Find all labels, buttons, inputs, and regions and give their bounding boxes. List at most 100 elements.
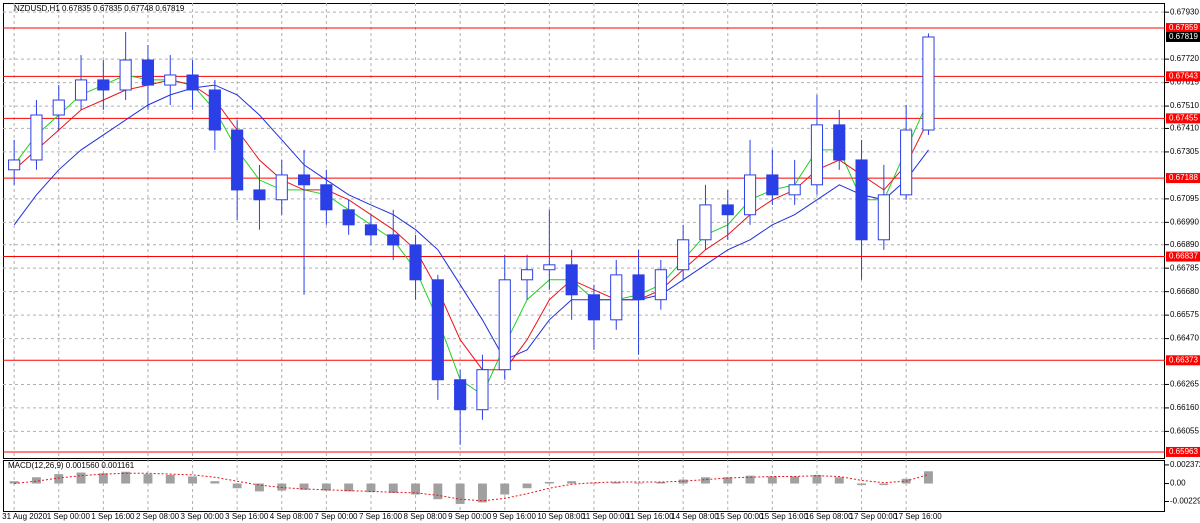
candle-body: [320, 184, 333, 211]
x-tick-label: 11 Sep 16:00: [627, 512, 675, 521]
y-tick-label: 0.002372: [1170, 460, 1200, 469]
x-tick-label: 7 Sep 16:00: [359, 512, 403, 521]
main-panel-frame: [3, 3, 1165, 459]
y-tick-label: 0.00: [1170, 479, 1186, 488]
macd-bar: [98, 473, 108, 484]
macd-bar: [700, 477, 710, 484]
price-level-tag: [1166, 251, 1200, 262]
x-tick-label: 10 Sep 08:00: [537, 512, 585, 521]
candle-body: [364, 224, 378, 236]
candle-body: [342, 209, 355, 226]
current-price-label: 0.67819: [1169, 32, 1198, 41]
macd-bar: [210, 481, 220, 484]
mark-layer: [3, 27, 1165, 504]
price-level-tag: [1166, 71, 1200, 82]
x-tick-label: 7 Sep 00:00: [314, 512, 358, 521]
y-tick-label: 0.67930: [1170, 7, 1199, 16]
candle-body: [52, 99, 65, 116]
price-level-label: 0.67643: [1169, 71, 1198, 80]
macd-bar: [76, 472, 86, 484]
macd-bar: [834, 477, 844, 484]
candle-body: [654, 269, 667, 301]
macd-bar: [188, 476, 198, 484]
macd-bar: [500, 483, 510, 495]
x-tick-label: 14 Sep 08:00: [671, 512, 719, 521]
candle-body: [543, 264, 556, 271]
macd-title: MACD(12,26,9) 0.001560 0.001161: [8, 461, 135, 470]
macd-bar: [611, 481, 621, 484]
macd-bar: [121, 471, 131, 484]
candle-body: [810, 124, 824, 186]
candle-body: [788, 184, 801, 196]
macd-bar: [254, 483, 264, 492]
candle-body: [30, 114, 43, 161]
x-tick-label: 15 Sep 16:00: [760, 512, 808, 521]
candle-body: [253, 189, 266, 201]
candle-body: [766, 174, 779, 196]
price-level-tag: [1166, 23, 1200, 34]
candle-body: [476, 369, 489, 411]
macd-bar: [567, 481, 577, 484]
y-tick-label: 0.66265: [1170, 380, 1199, 389]
candle-body: [632, 274, 645, 301]
macd-bar: [143, 474, 153, 484]
macd-bar: [767, 476, 777, 484]
x-tick-label: 17 Sep 16:00: [894, 512, 942, 521]
candle-body: [922, 36, 935, 131]
moving-average: [13, 84, 929, 361]
candle-body: [877, 194, 890, 241]
current-price-tag: [1166, 31, 1200, 42]
macd-bar: [388, 483, 398, 493]
x-tick-label: 2 Sep 08:00: [136, 512, 180, 521]
candle-body: [743, 174, 757, 216]
candle-body: [431, 279, 444, 381]
price-level-tag: [1166, 355, 1200, 366]
candle-body: [721, 204, 734, 216]
macd-bar: [923, 471, 933, 484]
x-tick-label: 4 Sep 08:00: [270, 512, 314, 521]
macd-bar: [54, 474, 64, 484]
y-tick-label: 0.67615: [1170, 78, 1199, 87]
y-tick-label: 0.67720: [1170, 54, 1199, 63]
candle-body: [8, 159, 21, 171]
macd-bar: [366, 483, 376, 493]
y-tick-label: 0.66575: [1170, 310, 1199, 319]
macd-bar: [879, 483, 889, 486]
macd-bar: [31, 477, 41, 484]
x-tick-label: 17 Sep 00:00: [850, 512, 898, 521]
macd-bar: [299, 483, 309, 490]
candle-body: [699, 204, 712, 241]
candle-body: [141, 59, 155, 86]
price-level-label: 0.67859: [1169, 23, 1198, 32]
macd-bar: [344, 483, 354, 492]
x-tick-label: 16 Sep 08:00: [805, 512, 853, 521]
x-tick-label: 3 Sep 16:00: [225, 512, 269, 521]
label-layer: 0.67930 0.67720 0.67615 0.67510 0.67410 0.673…: [2, 7, 1200, 521]
macd-bar: [321, 483, 331, 491]
candle-body: [387, 234, 400, 246]
macd-bar: [723, 477, 733, 484]
x-tick-label: 3 Sep 00:00: [181, 512, 225, 521]
y-tick-label: 0.66680: [1170, 287, 1199, 296]
candle-body: [119, 59, 132, 91]
macd-bar: [857, 483, 867, 486]
x-tick-label: 9 Sep 00:00: [448, 512, 492, 521]
chart-title: NZDUSD,H1 0.67835 0.67835 0.67748 0.6781…: [14, 4, 185, 13]
macd-bar: [745, 475, 755, 484]
candle-body: [587, 294, 601, 321]
macd-bar: [544, 481, 554, 484]
macd-bar: [455, 483, 465, 504]
x-tick-label: 11 Sep 00:00: [582, 512, 630, 521]
macd-bar: [589, 482, 599, 484]
candle-body: [855, 159, 868, 241]
candle-body: [97, 79, 110, 91]
y-tick-label: 0.66890: [1170, 240, 1199, 249]
y-tick-label: 0.67095: [1170, 194, 1199, 203]
price-level-label: 0.66837: [1169, 252, 1198, 261]
macd-bar: [433, 483, 443, 500]
macd-bar: [165, 474, 175, 484]
candle-body: [231, 129, 244, 191]
candle-body: [520, 269, 534, 281]
